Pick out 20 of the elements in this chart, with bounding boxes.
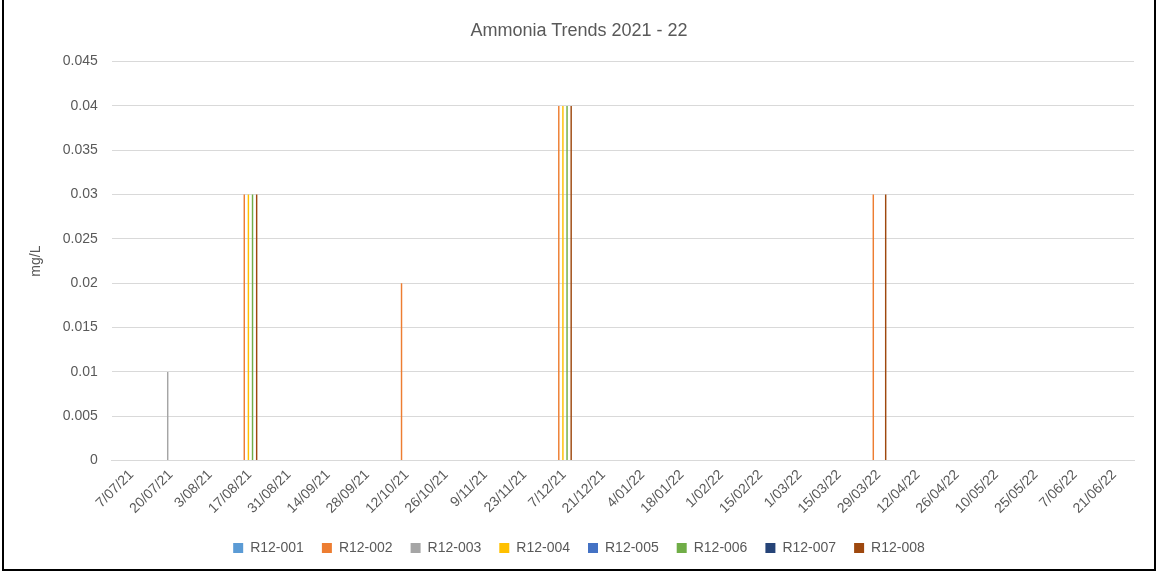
y-tick-label: 0.015 bbox=[62, 318, 99, 335]
legend-label: R12-001 bbox=[250, 538, 305, 555]
y-tick-label: 0.03 bbox=[70, 185, 99, 202]
legend-label: R12-002 bbox=[338, 538, 393, 555]
legend-label: R12-008 bbox=[871, 538, 926, 555]
y-tick-label: 0.025 bbox=[62, 229, 99, 246]
legend-label: R12-004 bbox=[516, 538, 571, 555]
y-tick-label: 0 bbox=[90, 451, 99, 468]
y-tick-label: 0.005 bbox=[62, 407, 99, 424]
y-axis-title: mg/L bbox=[27, 245, 44, 277]
y-tick-label: 0.02 bbox=[70, 274, 99, 291]
legend-label: R12-005 bbox=[605, 538, 659, 555]
y-tick-label: 0.01 bbox=[70, 362, 99, 379]
y-tick-label: 0.035 bbox=[62, 141, 99, 158]
y-tick-label: 0.04 bbox=[70, 96, 99, 113]
y-tick-label: 0.045 bbox=[62, 52, 99, 69]
legend-label: R12-007 bbox=[782, 538, 837, 555]
chart-title: Ammonia Trends 2021 - 22 bbox=[470, 19, 688, 40]
legend-label: R12-003 bbox=[427, 538, 482, 555]
legend-label: R12-006 bbox=[693, 538, 748, 555]
